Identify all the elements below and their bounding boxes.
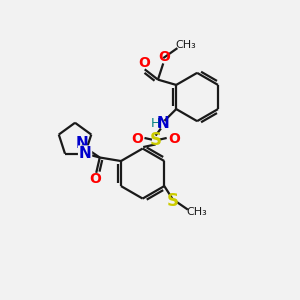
Text: S: S [167, 192, 179, 210]
Text: N: N [79, 146, 92, 161]
Text: CH₃: CH₃ [186, 207, 207, 217]
Text: O: O [138, 56, 150, 70]
Text: N: N [75, 136, 88, 152]
Text: N: N [157, 116, 169, 131]
Text: O: O [158, 50, 170, 64]
Text: O: O [169, 131, 180, 146]
Text: H: H [151, 117, 160, 130]
Text: S: S [150, 131, 162, 149]
Text: CH₃: CH₃ [175, 40, 196, 50]
Text: O: O [131, 131, 143, 146]
Text: O: O [89, 172, 101, 186]
